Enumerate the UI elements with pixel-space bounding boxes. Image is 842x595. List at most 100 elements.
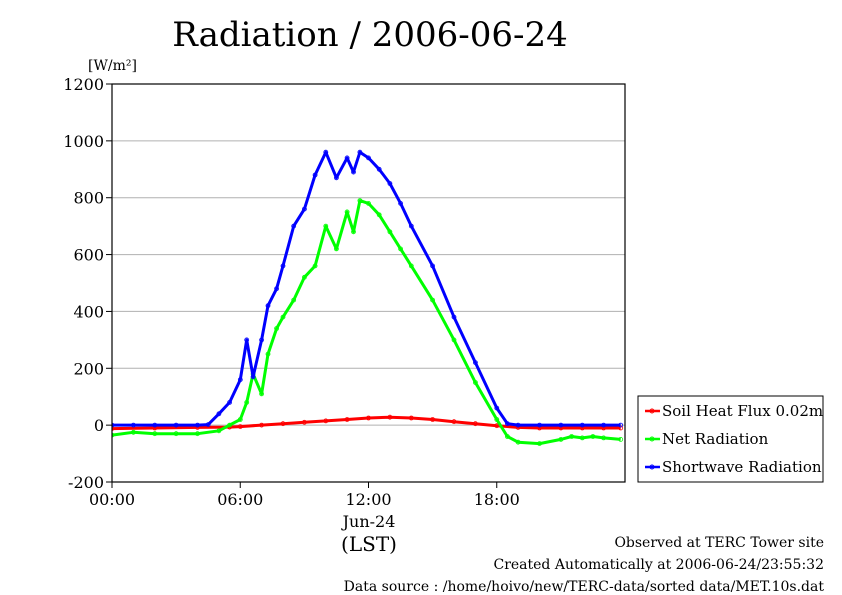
series-line-2 xyxy=(112,199,621,446)
legend: Soil Heat Flux 0.02m Net Radiation Shortwa… xyxy=(637,395,824,483)
data-point xyxy=(366,200,371,206)
data-point xyxy=(590,434,596,439)
data-point xyxy=(430,263,436,269)
data-point xyxy=(333,246,339,252)
legend-marker xyxy=(649,464,655,470)
data-point xyxy=(357,198,363,204)
data-point xyxy=(291,297,297,303)
data-point xyxy=(569,434,574,439)
data-point xyxy=(504,434,510,439)
data-point xyxy=(398,246,404,252)
series-line-1 xyxy=(112,415,621,431)
data-point xyxy=(376,212,382,218)
y-tick-label: 400 xyxy=(73,302,104,321)
data-point xyxy=(451,419,457,425)
data-point xyxy=(195,422,200,428)
data-point xyxy=(312,263,318,269)
y-axis-unit-label: [W/m²] xyxy=(88,58,137,74)
data-point xyxy=(387,414,393,420)
y-axis-ticks: -200 0 200 400 600 800 1000 1200 xyxy=(63,75,112,492)
data-point xyxy=(451,337,457,343)
data-point xyxy=(472,380,478,385)
data-point xyxy=(216,411,222,417)
data-point xyxy=(451,314,457,320)
data-point xyxy=(537,441,542,447)
data-point xyxy=(237,377,243,383)
data-point xyxy=(112,432,115,438)
x-tick-label: 06:00 xyxy=(217,490,263,509)
data-point xyxy=(323,149,329,155)
y-tick-label: 800 xyxy=(73,189,104,208)
legend-marker xyxy=(649,436,655,442)
data-point xyxy=(244,399,250,405)
x-tick-label: 00:00 xyxy=(89,490,135,509)
data-point xyxy=(387,181,393,186)
data-point xyxy=(280,421,286,427)
data-point xyxy=(130,429,136,435)
data-point xyxy=(227,399,233,405)
data-point xyxy=(357,149,363,155)
data-point xyxy=(398,200,404,206)
data-point xyxy=(601,422,606,428)
data-point xyxy=(216,428,222,434)
data-point xyxy=(280,263,286,269)
legend-box xyxy=(637,395,824,483)
footer-site: Observed at TERC Tower site xyxy=(614,535,824,551)
y-tick-label: 0 xyxy=(94,416,104,435)
plot-frame xyxy=(111,83,626,483)
data-point xyxy=(537,422,542,428)
data-point xyxy=(301,274,307,280)
data-point xyxy=(301,206,307,212)
data-point xyxy=(301,419,307,425)
legend-label: Net Radiation xyxy=(662,430,769,448)
data-point xyxy=(130,422,136,428)
data-point xyxy=(494,405,500,411)
y-tick-label: 1000 xyxy=(63,132,104,151)
data-point xyxy=(408,263,414,269)
y-tick-label: 1200 xyxy=(63,75,104,94)
data-point xyxy=(515,422,521,428)
legend-label: Shortwave Radiation xyxy=(662,458,822,476)
y-tick-label: 600 xyxy=(73,246,104,265)
data-point xyxy=(472,360,478,366)
data-point xyxy=(152,422,158,428)
data-point xyxy=(237,417,243,422)
data-point xyxy=(274,326,280,331)
series-line-3 xyxy=(112,150,621,427)
x-axis-date-label: Jun-24 xyxy=(341,512,396,531)
x-axis-label: (LST) xyxy=(341,532,397,556)
data-point xyxy=(366,155,371,161)
footer-source: Data source : /home/hoivo/new/TERC-data/… xyxy=(343,579,824,595)
data-point xyxy=(259,337,265,343)
x-tick-label: 12:00 xyxy=(345,490,391,509)
legend-label: Soil Heat Flux 0.02m xyxy=(662,402,823,420)
data-point xyxy=(291,223,297,229)
data-point xyxy=(333,175,339,181)
data-point xyxy=(280,314,286,320)
data-point xyxy=(195,431,200,437)
data-point xyxy=(558,436,564,442)
footer-created: Created Automatically at 2006-06-24/23:5… xyxy=(493,557,824,573)
data-point xyxy=(504,421,510,427)
data-point xyxy=(112,426,115,431)
data-point xyxy=(173,431,179,437)
data-point xyxy=(351,229,356,235)
data-point xyxy=(430,297,436,303)
data-point xyxy=(237,424,243,430)
data-point xyxy=(265,303,271,309)
data-point xyxy=(227,422,233,428)
data-point xyxy=(366,415,371,421)
data-point xyxy=(408,415,414,421)
data-point xyxy=(323,223,329,229)
data-point xyxy=(205,422,211,428)
data-point xyxy=(408,223,414,229)
data-point xyxy=(312,172,318,178)
x-tick-label: 18:00 xyxy=(474,490,520,509)
gridlines xyxy=(112,83,625,483)
data-point xyxy=(472,421,478,427)
data-point xyxy=(351,169,356,175)
data-point xyxy=(112,422,115,428)
data-point xyxy=(323,418,329,424)
chart-title: Radiation / 2006-06-24 xyxy=(172,15,568,55)
